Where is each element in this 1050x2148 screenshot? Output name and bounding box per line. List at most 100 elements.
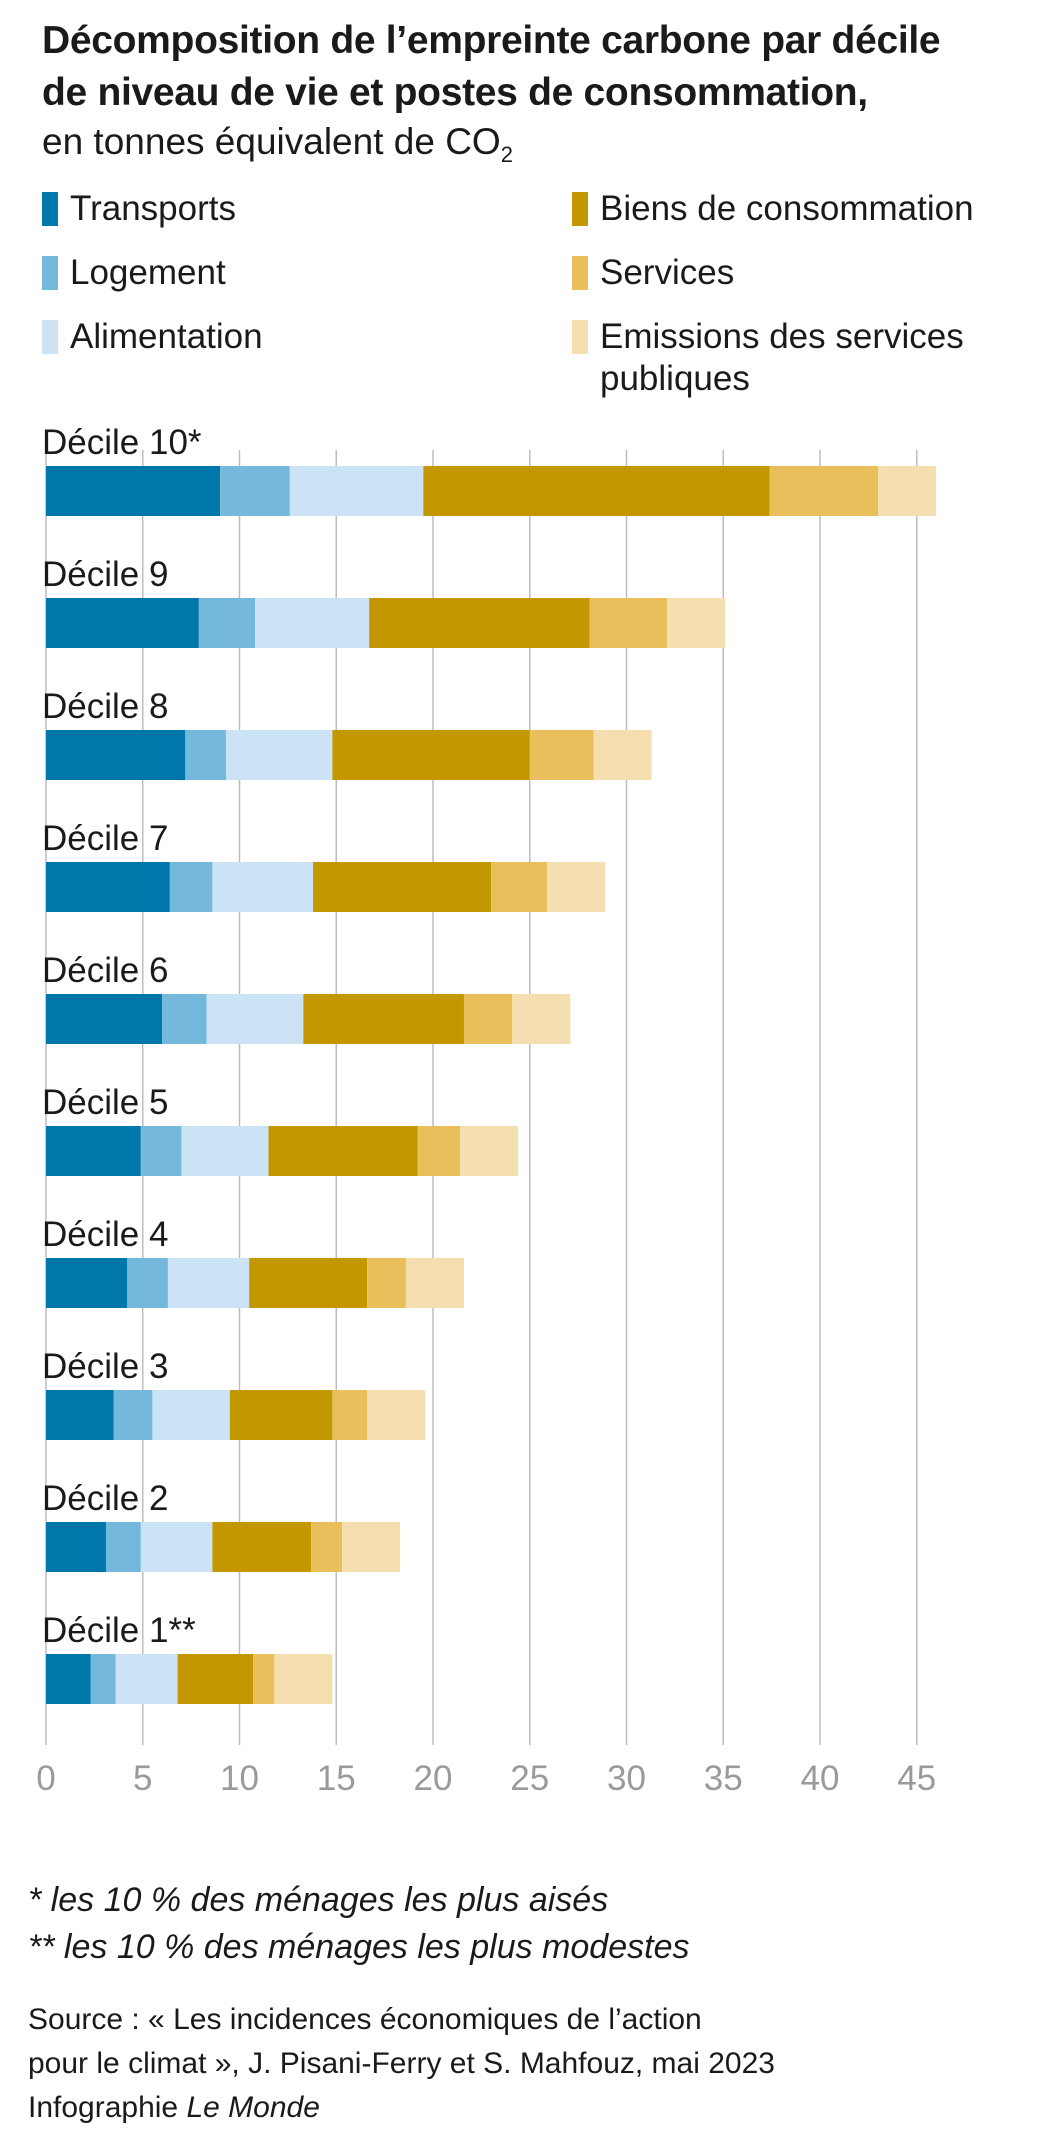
bar-decile-4-transports bbox=[46, 1258, 128, 1308]
chart-subtitle-text: en tonnes équivalent de CO bbox=[42, 121, 501, 162]
bar-decile-10-transports bbox=[46, 466, 221, 516]
footnote-poorest: ** les 10 % des ménages les plus modeste… bbox=[28, 1928, 690, 1966]
bar-decile-8-transports bbox=[46, 730, 186, 780]
bar-decile-6-biens-de-consommation bbox=[303, 994, 464, 1044]
bar-decile-8-emissions-des-services-publiques bbox=[593, 730, 652, 780]
bar-decile-3-biens-de-consommation bbox=[229, 1390, 333, 1440]
bar-decile-7-transports bbox=[46, 862, 170, 912]
bar-decile-8-biens-de-consommation bbox=[332, 730, 530, 780]
row-label-decile-4: Décile 4 bbox=[42, 1215, 168, 1254]
bar-decile-5-emissions-des-services-publiques bbox=[460, 1126, 519, 1176]
legend-label-services-publiques: Emissions des services publiques bbox=[600, 317, 964, 398]
bar-decile-2-emissions-des-services-publiques bbox=[342, 1522, 401, 1572]
chart-bars bbox=[46, 466, 937, 1704]
bar-decile-10-biens-de-consommation bbox=[423, 466, 770, 516]
bar-decile-10-logement bbox=[220, 466, 290, 516]
bar-decile-1-logement bbox=[90, 1654, 116, 1704]
bar-decile-7-alimentation bbox=[212, 862, 314, 912]
x-tick-label-20: 20 bbox=[414, 1759, 453, 1798]
bar-decile-5-biens-de-consommation bbox=[268, 1126, 418, 1176]
bar-decile-6-services bbox=[463, 994, 513, 1044]
bar-decile-2-transports bbox=[46, 1522, 106, 1572]
bar-decile-9-alimentation bbox=[254, 598, 370, 648]
bar-decile-4-emissions-des-services-publiques bbox=[405, 1258, 464, 1308]
bar-decile-2-biens-de-consommation bbox=[212, 1522, 312, 1572]
legend-swatch-biens bbox=[572, 192, 588, 226]
bar-decile-9-transports bbox=[46, 598, 199, 648]
bar-decile-3-emissions-des-services-publiques bbox=[367, 1390, 426, 1440]
bar-decile-6-alimentation bbox=[206, 994, 304, 1044]
bar-decile-1-services bbox=[253, 1654, 275, 1704]
x-tick-label-35: 35 bbox=[704, 1759, 743, 1798]
bar-decile-8-logement bbox=[185, 730, 226, 780]
bar-decile-9-logement bbox=[198, 598, 255, 648]
credit-publication: Le Monde bbox=[186, 2091, 320, 2124]
chart-title-line-1: Décomposition de l’empreinte carbone par… bbox=[42, 19, 941, 62]
legend-item-services-publiques: Emissions des services publiques bbox=[572, 316, 964, 400]
legend-swatch-services bbox=[572, 256, 588, 290]
bar-decile-8-services bbox=[529, 730, 594, 780]
bar-decile-2-alimentation bbox=[140, 1522, 213, 1572]
source-line-1: Source : « Les incidences économiques de… bbox=[28, 2003, 702, 2036]
bar-decile-2-services bbox=[311, 1522, 343, 1572]
row-label-decile-5: Décile 5 bbox=[42, 1083, 168, 1122]
row-label-decile-7: Décile 7 bbox=[42, 819, 168, 858]
bar-decile-4-services bbox=[367, 1258, 406, 1308]
chart-title-line-2: de niveau de vie et postes de consommati… bbox=[42, 71, 868, 114]
bar-decile-6-logement bbox=[162, 994, 207, 1044]
bar-decile-7-biens-de-consommation bbox=[313, 862, 492, 912]
bar-decile-4-alimentation bbox=[167, 1258, 250, 1308]
chart-subtitle: en tonnes équivalent de CO2 bbox=[42, 120, 513, 177]
bar-decile-4-biens-de-consommation bbox=[249, 1258, 368, 1308]
bar-decile-3-alimentation bbox=[152, 1390, 230, 1440]
credit: Infographie Le Monde bbox=[28, 2088, 320, 2128]
x-tick-label-40: 40 bbox=[801, 1759, 840, 1798]
x-tick-label-45: 45 bbox=[897, 1759, 936, 1798]
bar-decile-10-services bbox=[769, 466, 879, 516]
bar-decile-9-biens-de-consommation bbox=[369, 598, 590, 648]
bar-decile-1-biens-de-consommation bbox=[177, 1654, 254, 1704]
bar-decile-1-emissions-des-services-publiques bbox=[274, 1654, 333, 1704]
bar-decile-9-emissions-des-services-publiques bbox=[667, 598, 726, 648]
row-label-decile-9: Décile 9 bbox=[42, 555, 168, 594]
bar-decile-1-alimentation bbox=[115, 1654, 178, 1704]
bar-decile-3-services bbox=[332, 1390, 368, 1440]
bar-decile-7-logement bbox=[169, 862, 213, 912]
bar-decile-5-alimentation bbox=[181, 1126, 269, 1176]
x-tick-label-10: 10 bbox=[220, 1759, 259, 1798]
bar-decile-3-logement bbox=[113, 1390, 153, 1440]
legend-label-biens: Biens de consommation bbox=[600, 189, 974, 228]
legend-item-services: Services bbox=[572, 252, 734, 294]
bar-decile-8-alimentation bbox=[225, 730, 333, 780]
legend-item-biens: Biens de consommation bbox=[572, 188, 974, 230]
bar-decile-10-alimentation bbox=[289, 466, 424, 516]
legend-swatch-alimentation bbox=[42, 320, 58, 354]
row-label-decile-2: Décile 2 bbox=[42, 1479, 168, 1518]
legend-item-logement: Logement bbox=[42, 252, 226, 294]
row-label-decile-3: Décile 3 bbox=[42, 1347, 168, 1386]
legend-item-transports: Transports bbox=[42, 188, 236, 230]
legend-swatch-transports bbox=[42, 192, 58, 226]
footnote-richest: * les 10 % des ménages les plus aisés bbox=[28, 1881, 609, 1919]
credit-prefix: Infographie bbox=[28, 2091, 187, 2124]
bar-decile-4-logement bbox=[127, 1258, 168, 1308]
x-tick-label-30: 30 bbox=[607, 1759, 646, 1798]
row-label-decile-1: Décile 1** bbox=[42, 1611, 196, 1650]
x-tick-label-25: 25 bbox=[510, 1759, 549, 1798]
bar-decile-7-emissions-des-services-publiques bbox=[547, 862, 606, 912]
bar-decile-9-services bbox=[589, 598, 668, 648]
chart-plot: Décile 10* Décile 9 Décile 8 Décile 7 Décile… bbox=[36, 423, 937, 1798]
bar-decile-5-services bbox=[417, 1126, 461, 1176]
legend-item-alimentation: Alimentation bbox=[42, 316, 263, 358]
row-label-decile-10: Décile 10* bbox=[42, 423, 202, 462]
bar-decile-6-emissions-des-services-publiques bbox=[512, 994, 571, 1044]
chart-row-labels: Décile 10* Décile 9 Décile 8 Décile 7 Décile… bbox=[42, 423, 202, 1650]
bar-decile-6-transports bbox=[46, 994, 163, 1044]
x-tick-label-15: 15 bbox=[317, 1759, 356, 1798]
bar-decile-3-transports bbox=[46, 1390, 114, 1440]
row-label-decile-8: Décile 8 bbox=[42, 687, 168, 726]
legend-label-alimentation: Alimentation bbox=[70, 317, 263, 356]
legend-label-services: Services bbox=[600, 253, 735, 292]
source-line-2: pour le climat », J. Pisani-Ferry et S. … bbox=[28, 2047, 775, 2080]
